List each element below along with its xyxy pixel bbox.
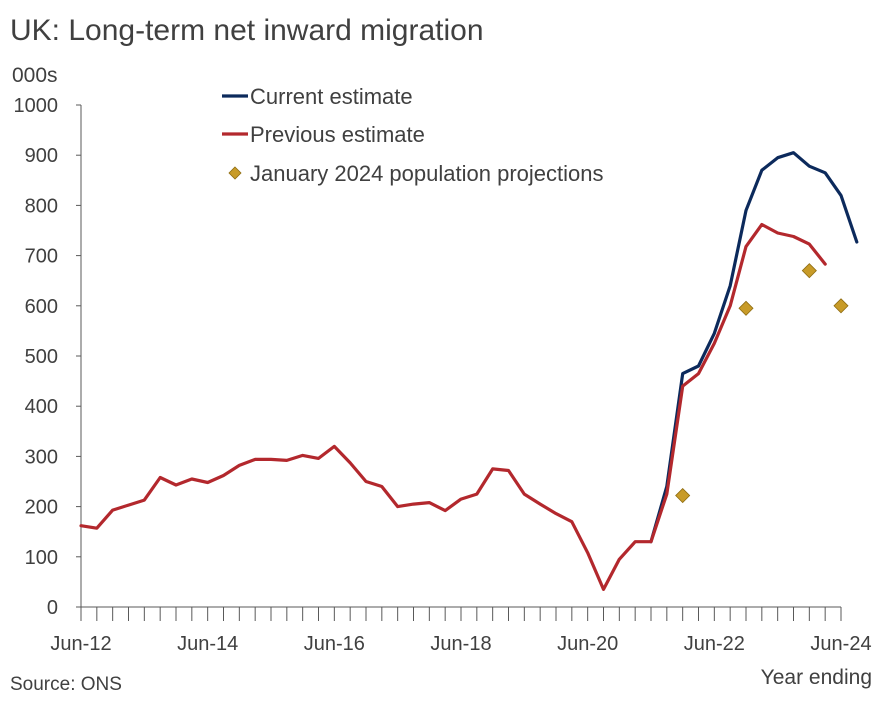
y-axis-unit-label: 000s bbox=[12, 64, 58, 87]
source-note: Source: ONS bbox=[10, 674, 122, 695]
legend-entry: January 2024 population projections bbox=[250, 161, 603, 186]
x-tick-label: Jun-16 bbox=[304, 633, 365, 655]
x-tick-label: Jun-12 bbox=[50, 633, 111, 655]
y-tick-label: 900 bbox=[25, 145, 58, 167]
x-tick-label: Jun-14 bbox=[177, 633, 238, 655]
y-tick-label: 200 bbox=[25, 497, 58, 519]
legend-entry: Current estimate bbox=[250, 84, 413, 109]
y-tick-label: 700 bbox=[25, 246, 58, 268]
x-tick-label: Jun-18 bbox=[430, 633, 491, 655]
y-tick-label: 100 bbox=[25, 547, 58, 569]
series-line-current-estimate bbox=[649, 151, 859, 544]
y-tick-label: 1000 bbox=[14, 95, 59, 117]
axes-layer: 0 100 200 300 400 500 600 700 800 900 1000 Jun-12 Ju… bbox=[14, 95, 872, 655]
x-tick-label: Jun-20 bbox=[557, 633, 618, 655]
y-tick-label: 500 bbox=[25, 346, 58, 368]
projection-marker bbox=[833, 298, 849, 314]
projection-marker bbox=[675, 487, 691, 504]
y-tick-label: 0 bbox=[47, 597, 58, 619]
legend-entry: Previous estimate bbox=[250, 122, 425, 147]
chart-title: UK: Long-term net inward migration bbox=[10, 14, 484, 47]
legend-swatch bbox=[228, 166, 242, 180]
series-line-previous-estimate bbox=[79, 222, 827, 592]
series-layer bbox=[79, 151, 859, 592]
projection-marker bbox=[738, 300, 754, 316]
legend: Current estimate Previous estimate January… bbox=[222, 84, 603, 186]
x-tick-label: Jun-24 bbox=[810, 633, 871, 655]
y-tick-label: 600 bbox=[25, 296, 58, 318]
y-tick-label: 800 bbox=[25, 195, 58, 217]
y-tick-label: 300 bbox=[25, 446, 58, 468]
y-tick-label: 400 bbox=[25, 396, 58, 418]
projection-marker bbox=[801, 263, 817, 279]
x-tick-label: Jun-22 bbox=[684, 633, 745, 655]
x-axis-title: Year ending bbox=[761, 666, 872, 689]
